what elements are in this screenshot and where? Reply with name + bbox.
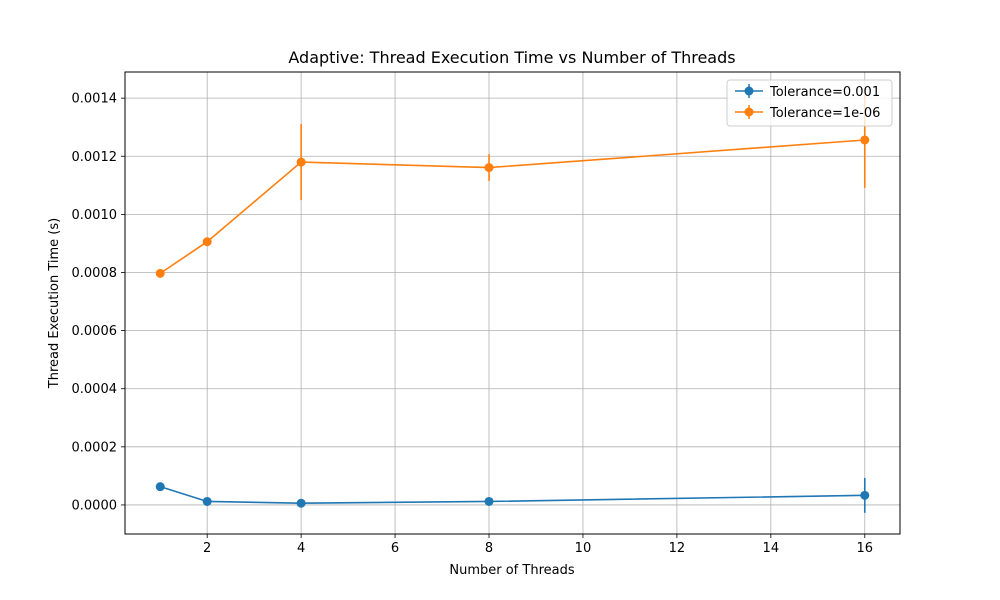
y-axis-label: Thread Execution Time (s): [47, 218, 62, 389]
data-point: [296, 157, 306, 167]
x-tick-label: 14: [763, 541, 780, 556]
series-layer: [155, 92, 870, 513]
x-tick-label: 8: [485, 541, 493, 556]
x-tick-label: 10: [575, 541, 592, 556]
y-tick-label: 0.0012: [72, 150, 118, 165]
y-tick-label: 0.0014: [72, 92, 118, 107]
data-point: [155, 268, 165, 278]
x-axis-label: Number of Threads: [449, 563, 574, 578]
legend-marker-tol-1e06: [744, 107, 754, 117]
data-point: [155, 482, 165, 492]
y-tick-label: 0.0008: [72, 266, 118, 281]
x-tick-label: 2: [203, 541, 211, 556]
data-point: [860, 135, 870, 145]
data-point: [484, 163, 494, 173]
data-point: [202, 496, 212, 506]
data-point: [484, 496, 494, 506]
series-0: [155, 477, 870, 513]
legend-label-tol-1e06: Tolerance=1e-06: [769, 106, 880, 121]
legend-label-tol-0001: Tolerance=0.001: [769, 85, 880, 100]
ticks: 2 4 6 8 10 12 14 16 0.0000 0.0002 0.0004 0.0006 0.00…: [72, 92, 874, 556]
x-tick-label: 4: [297, 541, 305, 556]
legend-marker-tol-0001: [744, 86, 754, 96]
x-tick-label: 12: [669, 541, 686, 556]
chart-title: Adaptive: Thread Execution Time vs Numbe…: [288, 48, 735, 67]
legend: Tolerance=0.001 Tolerance=1e-06: [726, 79, 893, 127]
y-tick-label: 0.0004: [72, 382, 118, 397]
data-point: [296, 498, 306, 508]
legend-box: [726, 79, 893, 127]
y-tick-label: 0.0002: [72, 440, 118, 455]
data-point: [202, 237, 212, 247]
y-tick-label: 0.0000: [72, 498, 118, 513]
data-point: [860, 490, 870, 500]
axes-frame: [124, 71, 901, 535]
y-tick-label: 0.0010: [72, 208, 118, 223]
x-tick-label: 6: [391, 541, 399, 556]
x-tick-label: 16: [856, 541, 873, 556]
y-tick-label: 0.0006: [72, 324, 118, 339]
